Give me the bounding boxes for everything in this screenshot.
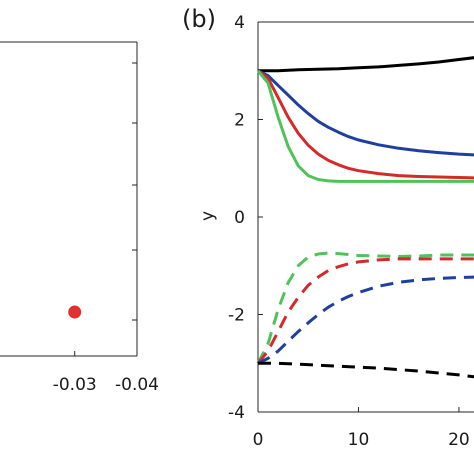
y-tick-label: 4 [234,13,245,33]
dashed-series-line [256,257,474,365]
panel-a-data-point [68,305,82,319]
y-tick-label: -2 [228,306,245,326]
x-tick-label: 20 [448,430,470,450]
y-axis-label: y [198,211,218,221]
y-tick-label: 0 [234,208,245,228]
y-tick-label: -4 [228,403,245,423]
panel-b: (b) y -4 -2 0 2 4 0 10 20 [182,5,474,450]
panel-b-series [256,56,474,379]
panel-a-x-tick-label: -0.04 [115,375,159,395]
dashed-series-line [256,251,474,364]
panel-a-x-tick-label: -0.03 [53,375,97,395]
dashed-series-line [257,275,474,365]
panel-b-ticks: -4 -2 0 2 4 0 10 20 [228,13,470,450]
panel-a-ticks: -0.03 -0.04 [53,62,159,395]
panel-b-label: (b) [182,5,216,33]
solid-series-line [257,69,474,157]
solid-series-line [258,56,474,73]
y-tick-label: 2 [234,111,245,131]
solid-series-line [256,69,474,183]
solid-series-line [257,69,474,180]
x-tick-label: 10 [348,430,370,450]
dashed-series-line [258,361,474,379]
x-tick-label: 0 [253,430,264,450]
panel-a: -0.03 -0.04 [0,41,159,395]
panel-a-points [68,305,82,319]
